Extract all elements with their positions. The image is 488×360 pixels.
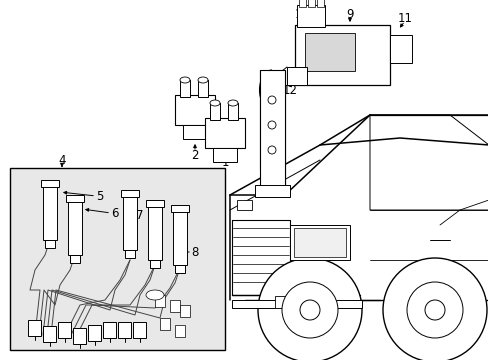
Bar	[274, 296, 314, 308]
Circle shape	[258, 258, 361, 360]
Bar	[170, 300, 180, 312]
Bar	[175, 95, 215, 125]
Circle shape	[267, 96, 275, 104]
Bar	[133, 322, 146, 338]
Text: 11: 11	[397, 12, 412, 24]
Bar	[183, 125, 206, 139]
Bar	[43, 326, 56, 342]
Text: 5: 5	[96, 189, 103, 202]
Circle shape	[424, 300, 444, 320]
Bar	[227, 103, 238, 120]
Bar	[45, 240, 55, 248]
Bar	[260, 70, 285, 190]
Text: 7: 7	[136, 208, 143, 221]
Text: 2: 2	[191, 149, 198, 162]
Text: 8: 8	[191, 246, 198, 258]
Bar	[296, 5, 325, 27]
Circle shape	[282, 282, 337, 338]
Text: 12: 12	[282, 84, 297, 96]
Bar	[146, 200, 163, 207]
Bar	[213, 148, 237, 162]
Bar	[28, 320, 41, 336]
Bar	[73, 328, 86, 344]
Bar	[148, 205, 162, 260]
Bar	[160, 318, 170, 330]
Bar	[173, 210, 186, 265]
Bar	[68, 200, 82, 255]
Text: 6: 6	[111, 207, 119, 220]
Bar	[180, 80, 190, 97]
Bar	[66, 195, 84, 202]
Bar	[204, 118, 244, 148]
Bar	[286, 67, 306, 85]
Bar	[289, 225, 349, 260]
Bar	[103, 322, 116, 338]
Ellipse shape	[198, 77, 207, 83]
Text: 4: 4	[58, 153, 65, 166]
Bar	[41, 180, 59, 187]
Bar	[125, 250, 135, 258]
Text: 9: 9	[346, 8, 353, 21]
Circle shape	[406, 282, 462, 338]
Bar	[171, 205, 189, 212]
Ellipse shape	[146, 290, 163, 300]
Circle shape	[267, 146, 275, 154]
Text: 3: 3	[268, 174, 275, 186]
Bar	[254, 185, 289, 197]
Bar	[70, 255, 80, 263]
Bar	[316, 0, 324, 7]
Ellipse shape	[227, 100, 238, 106]
Bar	[294, 25, 389, 85]
Bar	[175, 265, 184, 273]
Bar	[298, 0, 305, 7]
Bar	[58, 322, 71, 338]
Bar	[307, 0, 314, 7]
Bar	[88, 325, 101, 341]
Bar	[293, 228, 346, 257]
Ellipse shape	[180, 77, 190, 83]
Bar	[43, 185, 57, 240]
Circle shape	[299, 300, 319, 320]
Bar	[150, 260, 160, 268]
Bar	[155, 295, 164, 307]
Circle shape	[267, 121, 275, 129]
Bar	[175, 325, 184, 337]
Bar	[123, 195, 137, 250]
Bar	[209, 103, 220, 120]
Bar	[198, 80, 207, 97]
Ellipse shape	[209, 100, 220, 106]
Bar	[121, 190, 139, 197]
Bar	[237, 200, 251, 210]
Bar	[305, 33, 354, 71]
Bar	[231, 300, 361, 308]
Text: 1: 1	[221, 156, 228, 168]
Circle shape	[382, 258, 486, 360]
Bar	[118, 322, 131, 338]
Text: 10: 10	[294, 8, 309, 21]
Bar	[389, 35, 411, 63]
Bar	[180, 305, 190, 317]
Bar	[10, 168, 224, 350]
